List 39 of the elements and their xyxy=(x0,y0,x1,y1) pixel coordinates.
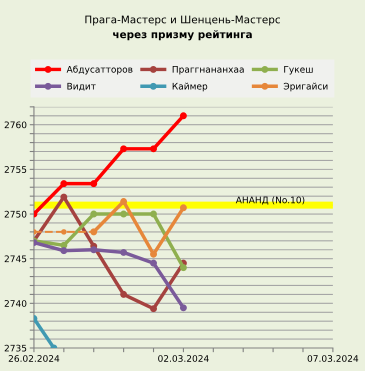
y-tick-label: 2735 xyxy=(4,344,26,352)
point xyxy=(60,242,68,249)
legend-label: Праггнананхаа xyxy=(172,66,244,74)
point xyxy=(150,305,157,312)
y-tick-label: 2740 xyxy=(4,300,26,307)
point xyxy=(60,247,68,254)
point xyxy=(180,112,187,120)
y-tick-label: 2750 xyxy=(4,210,26,218)
x-tick-label: 07.03.2024 xyxy=(308,355,358,362)
chart-title: Прага-Мастерс и Шенцень-Мастерс xyxy=(85,16,280,26)
chart-subtitle: через призму рейтинга xyxy=(113,30,252,40)
point xyxy=(120,198,128,205)
point xyxy=(90,180,98,188)
point xyxy=(60,180,68,188)
point xyxy=(180,264,187,272)
point xyxy=(120,290,128,298)
legend-label: Абдусатторов xyxy=(66,66,132,74)
point xyxy=(120,210,128,218)
point xyxy=(150,210,157,218)
point xyxy=(180,304,187,312)
legend-label: Каймер xyxy=(172,82,208,92)
point xyxy=(90,210,98,218)
point xyxy=(150,145,157,152)
point xyxy=(180,204,187,212)
point xyxy=(120,248,128,256)
y-tick-label: 2760 xyxy=(4,121,26,128)
point xyxy=(90,246,98,254)
point xyxy=(61,229,67,235)
y-tick-label: 2755 xyxy=(4,166,26,173)
point xyxy=(120,145,128,152)
legend-label: Видит xyxy=(67,82,96,91)
legend-label: Гукеш xyxy=(284,66,313,74)
legend-label: Эригайси xyxy=(284,82,328,92)
x-tick-label: 26.02.2024 xyxy=(8,355,60,362)
y-tick-label: 2745 xyxy=(4,255,26,262)
point xyxy=(150,260,157,267)
point xyxy=(60,194,68,201)
x-tick-label: 02.03.2024 xyxy=(158,355,209,362)
point xyxy=(150,250,157,258)
